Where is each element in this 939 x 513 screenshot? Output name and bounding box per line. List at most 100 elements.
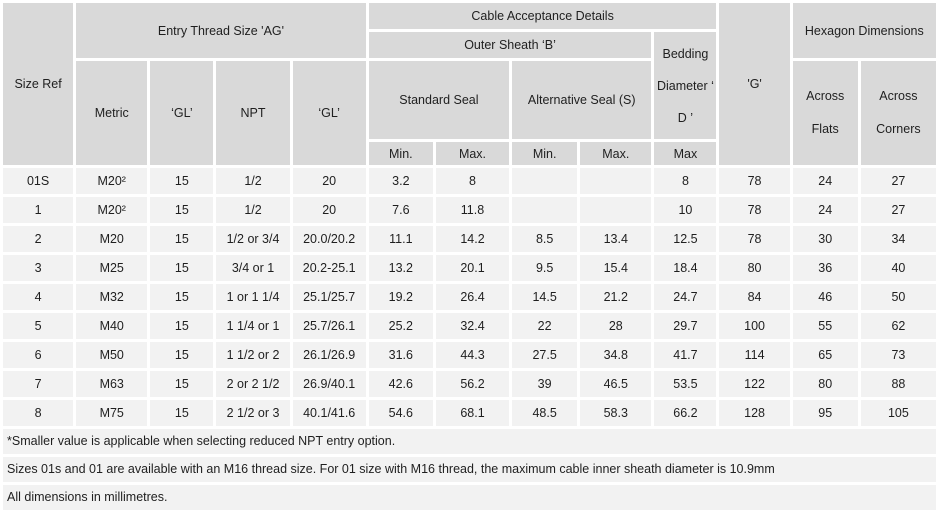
- header-g: 'G': [719, 3, 790, 165]
- cell-alt-seal-max: 28: [580, 313, 652, 339]
- cell-across-corners: 88: [860, 371, 936, 397]
- header-gl-npt: ‘GL’: [292, 61, 366, 165]
- header-hexagon-dimensions: Hexagon Dimensions: [792, 3, 936, 58]
- header-std-seal-max: Max.: [435, 142, 510, 165]
- cell-alt-seal-min: 27.5: [512, 342, 578, 368]
- cell-g: 78: [719, 226, 790, 252]
- header-standard-seal: Standard Seal: [368, 61, 510, 139]
- cell-metric: M20: [76, 226, 148, 252]
- cell-alt-seal-min: [512, 197, 578, 223]
- header-alternative-seal: Alternative Seal (S): [512, 61, 652, 139]
- cell-npt: 3/4 or 1: [216, 255, 290, 281]
- table-row-size-5: 5 M40 15 1 1/4 or 1 25.7/26.1 25.2 32.4 22 28 29.…: [3, 313, 936, 339]
- cell-bedding-max: 53.5: [654, 371, 717, 397]
- cell-gl-metric: 15: [150, 313, 214, 339]
- cell-gl-metric: 15: [150, 284, 214, 310]
- footnote-units: All dimensions in millimetres.: [3, 485, 936, 510]
- cell-metric: M32: [76, 284, 148, 310]
- cell-alt-seal-max: 58.3: [580, 400, 652, 426]
- cell-across-corners: 40: [860, 255, 936, 281]
- cell-std-seal-min: 42.6: [368, 371, 433, 397]
- cell-across-flats: 46: [792, 284, 858, 310]
- table-row-size-1: 1 M20² 15 1/2 20 7.6 11.8 10 78 24 27: [3, 197, 936, 223]
- cell-std-seal-max: 44.3: [435, 342, 510, 368]
- cell-std-seal-min: 19.2: [368, 284, 433, 310]
- cell-std-seal-max: 68.1: [435, 400, 510, 426]
- header-alt-seal-max: Max.: [580, 142, 652, 165]
- cell-bedding-max: 8: [654, 168, 717, 194]
- cell-size-ref: 4: [3, 284, 74, 310]
- cell-metric: M20²: [76, 197, 148, 223]
- header-size-ref: Size Ref: [3, 3, 74, 165]
- table-row-size-01s: 01S M20² 15 1/2 20 3.2 8 8 78 24 27: [3, 168, 936, 194]
- cell-across-flats: 24: [792, 197, 858, 223]
- header-alt-seal-min: Min.: [512, 142, 578, 165]
- cell-std-seal-min: 3.2: [368, 168, 433, 194]
- footnote-npt-option: *Smaller value is applicable when select…: [3, 429, 936, 454]
- cell-std-seal-max: 26.4: [435, 284, 510, 310]
- cell-alt-seal-max: [580, 168, 652, 194]
- table-row-size-3: 3 M25 15 3/4 or 1 20.2-25.1 13.2 20.1 9.5 15.4 18…: [3, 255, 936, 281]
- cell-across-flats: 30: [792, 226, 858, 252]
- cell-bedding-max: 24.7: [654, 284, 717, 310]
- cell-g: 78: [719, 197, 790, 223]
- header-gl-metric: ‘GL’: [150, 61, 214, 165]
- cell-gl-npt: 20: [292, 197, 366, 223]
- cell-metric: M50: [76, 342, 148, 368]
- cell-alt-seal-min: 9.5: [512, 255, 578, 281]
- cell-alt-seal-max: 15.4: [580, 255, 652, 281]
- cell-std-seal-min: 31.6: [368, 342, 433, 368]
- cell-gl-npt: 25.1/25.7: [292, 284, 366, 310]
- table-row-size-2: 2 M20 15 1/2 or 3/4 20.0/20.2 11.1 14.2 8.5 13.4…: [3, 226, 936, 252]
- cell-gl-npt: 25.7/26.1: [292, 313, 366, 339]
- cell-size-ref: 8: [3, 400, 74, 426]
- cell-across-flats: 24: [792, 168, 858, 194]
- cell-gl-npt: 40.1/41.6: [292, 400, 366, 426]
- cell-npt: 1/2: [216, 168, 290, 194]
- cell-across-flats: 65: [792, 342, 858, 368]
- cell-metric: M25: [76, 255, 148, 281]
- cell-gl-metric: 15: [150, 168, 214, 194]
- cell-g: 114: [719, 342, 790, 368]
- cell-alt-seal-max: 46.5: [580, 371, 652, 397]
- cell-gl-metric: 15: [150, 342, 214, 368]
- cell-g: 100: [719, 313, 790, 339]
- cell-bedding-max: 29.7: [654, 313, 717, 339]
- cell-alt-seal-max: 34.8: [580, 342, 652, 368]
- cell-gl-metric: 15: [150, 255, 214, 281]
- cell-std-seal-min: 25.2: [368, 313, 433, 339]
- cell-g: 80: [719, 255, 790, 281]
- cell-gl-metric: 15: [150, 371, 214, 397]
- cell-std-seal-min: 7.6: [368, 197, 433, 223]
- header-outer-sheath: Outer Sheath ‘B’: [368, 32, 652, 58]
- cell-npt: 1 or 1 1/4: [216, 284, 290, 310]
- cell-across-flats: 55: [792, 313, 858, 339]
- cell-std-seal-min: 54.6: [368, 400, 433, 426]
- cell-npt: 2 or 2 1/2: [216, 371, 290, 397]
- cell-std-seal-max: 8: [435, 168, 510, 194]
- cell-bedding-max: 66.2: [654, 400, 717, 426]
- cell-size-ref: 5: [3, 313, 74, 339]
- cell-alt-seal-min: 14.5: [512, 284, 578, 310]
- cell-across-flats: 36: [792, 255, 858, 281]
- cell-std-seal-min: 11.1: [368, 226, 433, 252]
- footnote-m16-thread: Sizes 01s and 01 are available with an M…: [3, 457, 936, 482]
- cell-alt-seal-min: 22: [512, 313, 578, 339]
- cell-g: 128: [719, 400, 790, 426]
- cell-std-seal-max: 32.4: [435, 313, 510, 339]
- cell-alt-seal-min: [512, 168, 578, 194]
- cell-gl-metric: 15: [150, 197, 214, 223]
- cell-gl-npt: 20: [292, 168, 366, 194]
- header-bedding-diameter: Bedding Diameter ‘ D ’: [654, 32, 717, 139]
- table-row-size-4: 4 M32 15 1 or 1 1/4 25.1/25.7 19.2 26.4 14.5 21.…: [3, 284, 936, 310]
- cell-alt-seal-min: 39: [512, 371, 578, 397]
- cell-bedding-max: 12.5: [654, 226, 717, 252]
- header-bedding-max: Max: [654, 142, 717, 165]
- cell-npt: 1 1/2 or 2: [216, 342, 290, 368]
- cell-alt-seal-max: 13.4: [580, 226, 652, 252]
- header-entry-thread-size: Entry Thread Size 'AG': [76, 3, 366, 58]
- cell-bedding-max: 18.4: [654, 255, 717, 281]
- table-row-size-8: 8 M75 15 2 1/2 or 3 40.1/41.6 54.6 68.1 48.5 58.…: [3, 400, 936, 426]
- table-row-size-7: 7 M63 15 2 or 2 1/2 26.9/40.1 42.6 56.2 39 46.5 5…: [3, 371, 936, 397]
